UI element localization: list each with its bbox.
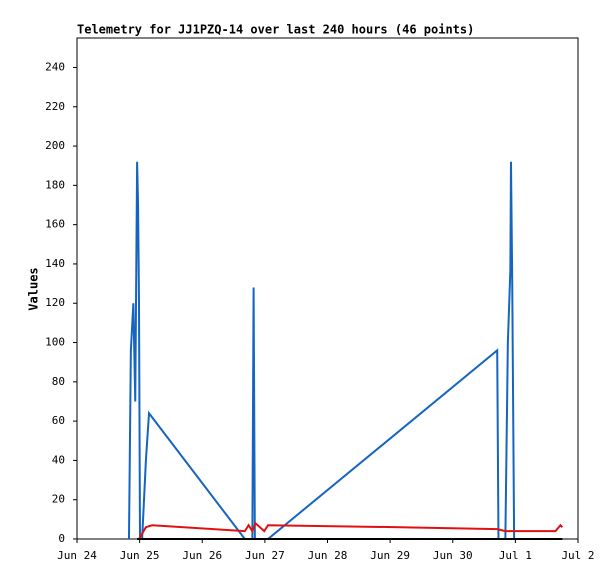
y-tick-label: 0 [58,532,65,545]
y-tick-label: 120 [45,296,65,309]
y-tick-label: 240 [45,60,65,73]
x-tick-label: Jun 27 [245,549,285,562]
x-tick-label: Jun 24 [57,549,97,562]
y-tick-label: 200 [45,139,65,152]
y-tick-label: 140 [45,257,65,270]
x-tick-label: Jul 2 [561,549,594,562]
y-tick-label: 220 [45,100,65,113]
y-axis-label: Values [27,267,41,310]
y-tick-label: 20 [52,493,65,506]
x-tick-label: Jun 29 [370,549,410,562]
x-tick-label: Jun 28 [308,549,348,562]
chart-title: Telemetry for JJ1PZQ-14 over last 240 ho… [77,23,474,37]
series-line [138,521,564,540]
x-tick-label: Jun 30 [433,549,473,562]
y-tick-label: 100 [45,336,65,349]
x-tick-label: Jun 26 [182,549,222,562]
x-tick-label: Jul 1 [499,549,532,562]
y-tick-label: 60 [52,414,65,427]
y-tick-label: 160 [45,218,65,231]
y-tick-label: 40 [52,453,65,466]
x-tick-label: Jun 25 [120,549,160,562]
y-tick-label: 80 [52,375,65,388]
y-tick-label: 180 [45,178,65,191]
